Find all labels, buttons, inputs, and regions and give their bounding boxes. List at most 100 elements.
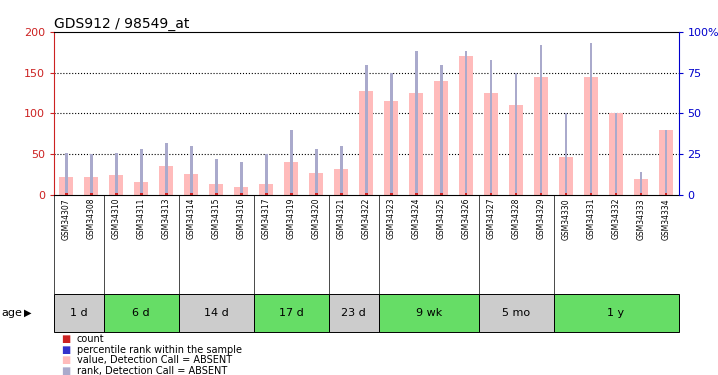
Text: GDS912 / 98549_at: GDS912 / 98549_at: [54, 17, 190, 31]
Bar: [584, 77, 598, 195]
Text: GSM34326: GSM34326: [462, 198, 470, 240]
Bar: [329, 294, 378, 332]
Bar: [665, 192, 668, 195]
Bar: [439, 192, 442, 195]
Bar: [210, 184, 223, 195]
Bar: [90, 192, 93, 195]
Bar: [540, 192, 543, 195]
Text: GSM34325: GSM34325: [437, 198, 446, 240]
Text: GSM34324: GSM34324: [411, 198, 421, 240]
Text: 14 d: 14 d: [204, 308, 228, 318]
Bar: [65, 192, 67, 195]
Text: ■: ■: [61, 356, 70, 365]
Bar: [460, 56, 473, 195]
Bar: [615, 113, 617, 195]
Bar: [215, 159, 218, 195]
Text: GSM34320: GSM34320: [312, 198, 321, 240]
Text: ▶: ▶: [24, 308, 32, 318]
Bar: [335, 169, 348, 195]
Text: age: age: [1, 308, 22, 318]
Bar: [340, 146, 342, 195]
Text: GSM34317: GSM34317: [262, 198, 271, 240]
Text: GSM34323: GSM34323: [387, 198, 396, 240]
Bar: [359, 91, 373, 195]
Bar: [540, 45, 543, 195]
Bar: [265, 194, 268, 195]
Bar: [415, 51, 418, 195]
Bar: [415, 192, 418, 195]
Bar: [240, 194, 243, 195]
Bar: [564, 113, 567, 195]
Text: GSM34319: GSM34319: [286, 198, 296, 240]
Bar: [115, 153, 118, 195]
Bar: [265, 154, 268, 195]
Bar: [409, 93, 423, 195]
Bar: [479, 294, 554, 332]
Bar: [439, 64, 442, 195]
Text: 9 wk: 9 wk: [416, 308, 442, 318]
Text: GSM34316: GSM34316: [237, 198, 246, 240]
Text: GSM34328: GSM34328: [512, 198, 521, 239]
Text: GSM34322: GSM34322: [362, 198, 370, 239]
Bar: [165, 192, 168, 195]
Bar: [54, 294, 104, 332]
Text: 6 d: 6 d: [133, 308, 150, 318]
Bar: [215, 194, 218, 195]
Bar: [253, 294, 329, 332]
Bar: [179, 294, 253, 332]
Bar: [634, 179, 648, 195]
Bar: [484, 93, 498, 195]
Text: 17 d: 17 d: [279, 308, 304, 318]
Text: GSM34313: GSM34313: [162, 198, 171, 240]
Text: count: count: [77, 334, 104, 344]
Text: ■: ■: [61, 334, 70, 344]
Bar: [559, 157, 573, 195]
Bar: [665, 130, 668, 195]
Bar: [390, 73, 393, 195]
Bar: [384, 101, 398, 195]
Bar: [185, 174, 198, 195]
Text: GSM34329: GSM34329: [536, 198, 546, 240]
Text: GSM34308: GSM34308: [87, 198, 95, 240]
Text: GSM34307: GSM34307: [62, 198, 71, 240]
Bar: [515, 73, 518, 195]
Bar: [589, 192, 592, 195]
Bar: [365, 192, 368, 195]
Text: ■: ■: [61, 366, 70, 375]
Bar: [589, 43, 592, 195]
Bar: [314, 194, 317, 195]
Text: GSM34327: GSM34327: [487, 198, 495, 240]
Bar: [534, 77, 548, 195]
Text: GSM34310: GSM34310: [112, 198, 121, 240]
Text: rank, Detection Call = ABSENT: rank, Detection Call = ABSENT: [77, 366, 227, 375]
Bar: [659, 130, 673, 195]
Text: percentile rank within the sample: percentile rank within the sample: [77, 345, 242, 355]
Bar: [564, 192, 567, 195]
Bar: [609, 113, 623, 195]
Text: GSM34311: GSM34311: [137, 198, 146, 239]
Bar: [190, 192, 192, 195]
Bar: [190, 146, 192, 195]
Bar: [309, 173, 323, 195]
Text: 1 d: 1 d: [70, 308, 88, 318]
Text: GSM34333: GSM34333: [637, 198, 645, 240]
Bar: [159, 166, 173, 195]
Bar: [640, 194, 643, 195]
Text: GSM34314: GSM34314: [187, 198, 196, 240]
Bar: [115, 192, 118, 195]
Text: GSM34334: GSM34334: [661, 198, 671, 240]
Bar: [290, 130, 293, 195]
Bar: [554, 294, 679, 332]
Text: GSM34331: GSM34331: [587, 198, 595, 240]
Bar: [60, 177, 73, 195]
Bar: [165, 143, 168, 195]
Bar: [515, 192, 518, 195]
Bar: [240, 162, 243, 195]
Bar: [134, 182, 148, 195]
Bar: [140, 149, 143, 195]
Bar: [509, 105, 523, 195]
Bar: [434, 81, 448, 195]
Bar: [234, 187, 248, 195]
Bar: [290, 194, 293, 195]
Bar: [259, 184, 273, 195]
